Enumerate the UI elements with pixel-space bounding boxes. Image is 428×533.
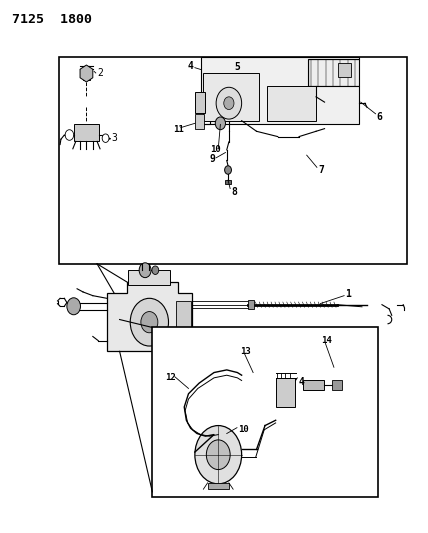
Text: 6: 6 [377,112,382,122]
Bar [332,380,342,390]
Circle shape [216,87,242,119]
Text: 4: 4 [187,61,193,71]
Circle shape [139,263,151,278]
Polygon shape [80,65,93,82]
Circle shape [215,117,226,130]
Circle shape [225,166,232,174]
Text: 7: 7 [318,165,324,175]
Circle shape [152,266,159,274]
Circle shape [141,312,158,333]
Text: 7125  1800: 7125 1800 [12,13,92,27]
Polygon shape [107,282,192,351]
Circle shape [130,298,169,346]
Circle shape [210,78,223,94]
Text: 9: 9 [210,155,216,164]
Text: 1: 1 [345,289,351,299]
Bar [195,114,204,128]
Text: 3: 3 [111,133,117,143]
Bar [83,68,90,80]
Bar [267,86,316,120]
Circle shape [224,97,234,110]
Bar [308,59,359,86]
Text: 4: 4 [298,377,304,387]
Bar [303,380,324,390]
Bar [248,301,254,309]
Ellipse shape [287,99,296,108]
Bar [74,124,99,141]
Circle shape [65,130,74,140]
Text: 2: 2 [97,68,103,78]
Text: 14: 14 [321,336,332,345]
Text: 10: 10 [238,425,249,434]
Text: 11: 11 [173,125,184,134]
Text: 12: 12 [165,373,176,382]
Bar [176,301,190,341]
Bar [276,378,295,407]
Circle shape [206,440,230,470]
Text: 13: 13 [241,347,251,356]
Bar [152,327,378,497]
Polygon shape [201,57,359,124]
Bar [128,270,170,285]
Circle shape [67,298,80,315]
Bar [338,63,351,77]
Bar [59,57,407,264]
Ellipse shape [281,93,302,114]
Text: 10: 10 [210,146,220,155]
Bar [203,73,259,120]
Bar [226,180,231,184]
Bar [195,92,205,113]
Ellipse shape [76,98,97,107]
Circle shape [102,134,109,142]
Text: 5: 5 [235,62,240,71]
Circle shape [202,69,230,103]
Ellipse shape [82,100,91,104]
Bar [208,483,229,489]
Circle shape [195,425,242,484]
Text: 8: 8 [231,187,237,197]
